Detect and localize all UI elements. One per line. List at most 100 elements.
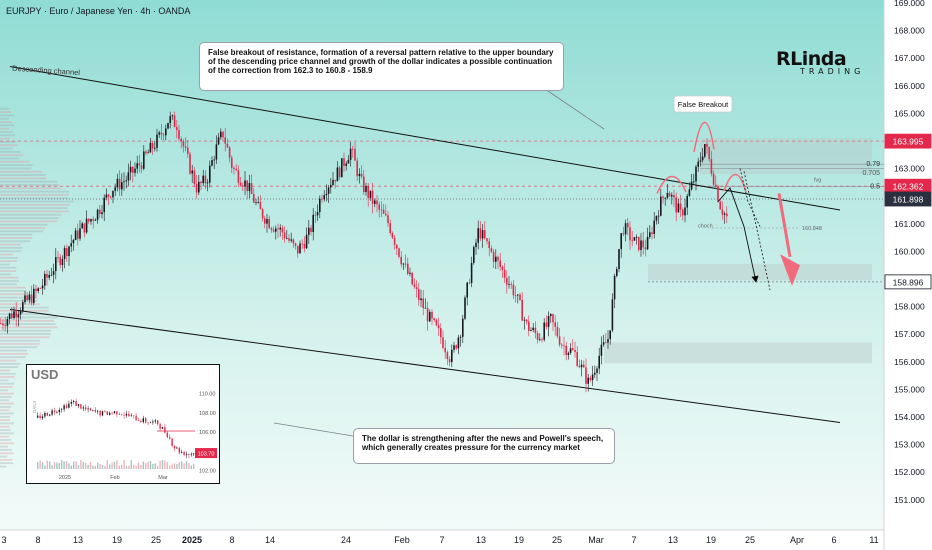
candle-body (726, 213, 728, 217)
inset-candle-body (99, 410, 101, 416)
inset-volume-bar (49, 461, 51, 469)
volume-profile-bar (0, 230, 43, 233)
y-tick-label: 160.000 (894, 246, 925, 256)
volume-profile-bar (0, 131, 13, 133)
candle-body (415, 287, 418, 290)
candle-body (393, 237, 396, 245)
inset-candle-body (49, 414, 51, 416)
inset-volume-bar (111, 462, 113, 469)
inset-candle-body (121, 414, 123, 416)
candle-body (264, 218, 266, 224)
candle-body (666, 192, 669, 198)
candle-body (176, 127, 178, 131)
candle-body (378, 204, 380, 210)
candle-body (173, 115, 176, 128)
inset-volume-bar (190, 465, 192, 469)
inset-candle-body (183, 451, 185, 455)
inset-volume-bar (44, 465, 46, 469)
candle-body (279, 227, 281, 230)
candle-body (235, 168, 237, 171)
candle-body (239, 182, 242, 186)
candle-body (206, 182, 209, 184)
volume-profile-bar (0, 412, 14, 415)
candle-body (717, 186, 719, 202)
inset-candle-body (118, 414, 120, 415)
candle-body (180, 138, 182, 142)
volume-profile-bar (0, 283, 17, 286)
inset-candle-body (104, 411, 106, 412)
candle-body (191, 170, 193, 174)
candle-body (402, 263, 405, 265)
candle-body (448, 359, 451, 363)
inset-volume-bar (173, 463, 176, 469)
candle-body (19, 311, 22, 315)
volume-profile-bar (0, 432, 14, 435)
target-zone (648, 263, 872, 281)
volume-profile-bar (0, 217, 59, 219)
volume-profile-bar (0, 462, 14, 465)
y-tick-label: 166.000 (894, 81, 925, 91)
inset-candle-body (39, 415, 41, 419)
candle-body (231, 157, 233, 168)
candle-body (424, 307, 427, 309)
inset-volume-bar (137, 462, 140, 469)
candle-body (79, 228, 81, 239)
inset-candle-body (65, 405, 68, 408)
candle-body (508, 283, 510, 285)
volume-profile-bar (0, 465, 7, 468)
forecast-arrowhead (751, 275, 759, 283)
volume-profile-bar (0, 386, 13, 388)
inset-candle-body (73, 401, 75, 403)
candle-body (204, 175, 207, 184)
candle-body (226, 143, 229, 148)
top-note-pointer (547, 90, 605, 130)
volume-profile-bar (0, 399, 9, 402)
fib-label-079: 0.79 (866, 161, 880, 168)
x-tick-label: Mar (588, 535, 604, 545)
candle-body (275, 228, 277, 232)
volume-profile-bar (0, 213, 62, 216)
candle-body (299, 243, 301, 254)
candle-body (398, 248, 400, 257)
inset-volume-bar (104, 465, 106, 469)
candle-body (105, 194, 108, 198)
candle-body (250, 183, 253, 195)
candle-body (446, 352, 449, 360)
candle-body (690, 181, 693, 190)
volume-profile-bar (0, 445, 9, 448)
candle-body (660, 196, 662, 216)
candle-body (121, 182, 123, 190)
price-tag-box (884, 191, 932, 207)
candle-body (468, 282, 471, 284)
candle-body (712, 173, 715, 185)
price-tag-label: 161.898 (893, 195, 924, 205)
price-tag-label: 163.995 (893, 137, 924, 147)
volume-profile-bar (0, 359, 17, 362)
x-tick-label: 24 (341, 535, 351, 545)
candle-body (453, 345, 455, 350)
volume-profile-bar (0, 227, 45, 229)
y-tick-label: 154.000 (894, 412, 925, 422)
candle-body (589, 377, 592, 381)
candle-body (110, 196, 112, 198)
candle-body (66, 248, 68, 257)
volume-profile-bar (0, 266, 17, 269)
inset-candle-body (58, 409, 60, 413)
inset-candle-body (154, 420, 156, 422)
volume-profile-bar (0, 392, 14, 395)
candle-body (327, 187, 330, 194)
inset-candle-body (137, 420, 140, 422)
candle-body (143, 151, 145, 169)
inset-candle-body (149, 422, 152, 424)
channel-lower-line (9, 308, 841, 424)
volume-profile-bar (0, 326, 58, 329)
volume-profile-bar (0, 306, 49, 309)
volume-profile-bar (0, 210, 70, 213)
x-tick-label: 8 (229, 535, 234, 545)
candle-body (710, 159, 713, 174)
inset-volume-bar (181, 461, 183, 469)
candle-body (169, 116, 171, 124)
candle-body (321, 198, 323, 200)
inset-volume-bar (154, 463, 156, 469)
candle-body (162, 134, 165, 136)
